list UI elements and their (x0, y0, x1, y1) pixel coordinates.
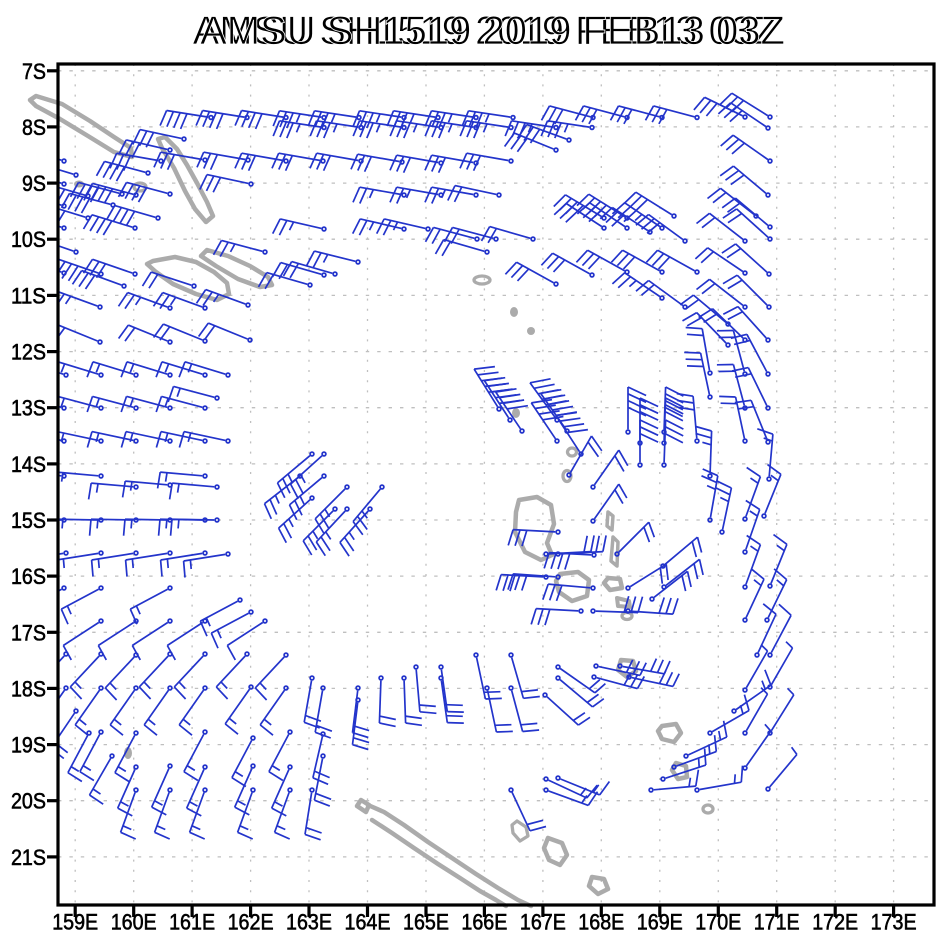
svg-text:14S: 14S (11, 452, 46, 477)
svg-text:169E: 169E (637, 910, 683, 935)
svg-text:165E: 165E (403, 910, 449, 935)
svg-text:15S: 15S (11, 508, 46, 533)
svg-text:7S: 7S (22, 59, 46, 84)
svg-text:11S: 11S (11, 283, 46, 308)
svg-text:168E: 168E (578, 910, 624, 935)
svg-text:10S: 10S (11, 227, 46, 252)
svg-text:164E: 164E (345, 910, 391, 935)
svg-text:171E: 171E (754, 910, 800, 935)
svg-text:8S: 8S (22, 115, 46, 140)
svg-text:18S: 18S (11, 676, 46, 701)
svg-text:163E: 163E (286, 910, 332, 935)
svg-text:AMSU SH1519 2019 FEB13 03Z: AMSU SH1519 2019 FEB13 03Z (200, 9, 785, 53)
svg-text:AMSU SH1519 2019 FEB13 03Z: AMSU SH1519 2019 FEB13 03Z (193, 9, 778, 53)
svg-text:159E: 159E (52, 910, 98, 935)
svg-text:173E: 173E (871, 910, 917, 935)
svg-text:160E: 160E (111, 910, 157, 935)
svg-text:16S: 16S (11, 564, 46, 589)
svg-text:166E: 166E (461, 910, 507, 935)
svg-text:21S: 21S (11, 845, 46, 870)
svg-text:161E: 161E (169, 910, 215, 935)
svg-text:17S: 17S (11, 620, 46, 645)
svg-text:170E: 170E (695, 910, 741, 935)
svg-text:20S: 20S (11, 789, 46, 814)
svg-text:167E: 167E (520, 910, 566, 935)
svg-text:9S: 9S (22, 171, 46, 196)
svg-text:12S: 12S (11, 340, 46, 365)
svg-text:172E: 172E (812, 910, 858, 935)
svg-text:19S: 19S (11, 733, 46, 758)
svg-text:162E: 162E (228, 910, 274, 935)
svg-text:13S: 13S (11, 396, 46, 421)
